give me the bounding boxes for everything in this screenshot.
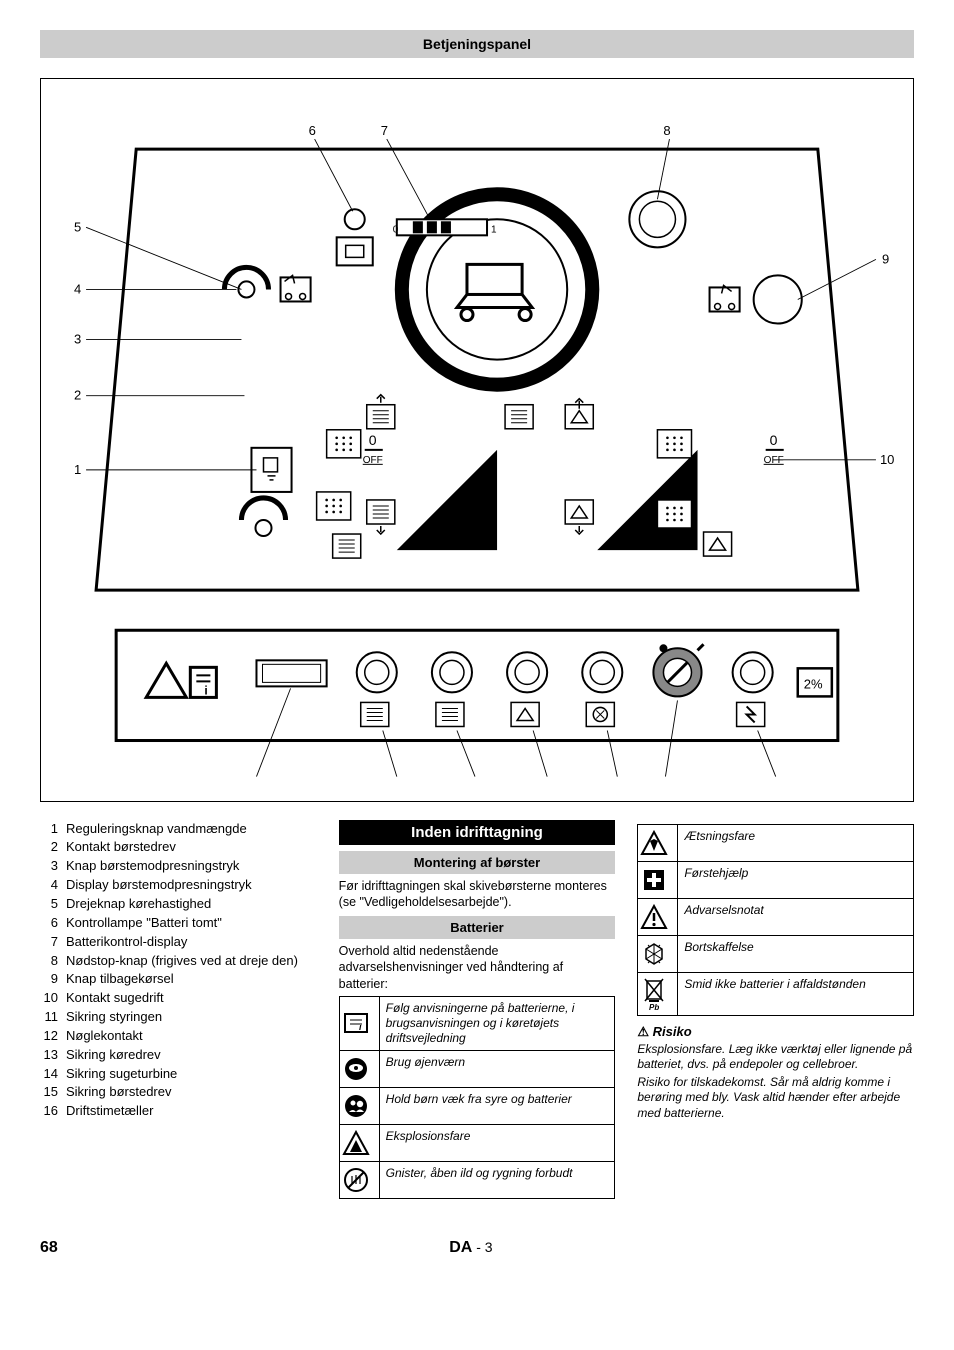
svg-text:14: 14 (467, 779, 481, 781)
legend-item: 8Nødstop-knap (frigives ved at dreje den… (40, 952, 317, 971)
svg-text:Pb: Pb (649, 1003, 659, 1011)
panel-svg: 0 1 (56, 99, 898, 781)
svg-text:8: 8 (663, 123, 670, 138)
legend-item: 9Knap tilbagekørsel (40, 970, 317, 989)
svg-text:12: 12 (609, 779, 623, 781)
legend-item: 15Sikring børstedrev (40, 1083, 317, 1102)
battery-warning-table-2: ÆtsningsfareFørstehjælpAdvarselsnotatBor… (637, 824, 914, 1016)
warning-icon (339, 1050, 379, 1087)
warning-text: Førstehjælp (678, 861, 914, 898)
svg-text:0: 0 (770, 432, 778, 448)
warning-icon (638, 898, 678, 935)
page-title: Betjeningspanel (40, 30, 914, 58)
table-row: Førstehjælp (638, 861, 914, 898)
warning-text: Bortskaffelse (678, 935, 914, 972)
right-column: ÆtsningsfareFørstehjælpAdvarselsnotatBor… (637, 820, 914, 1199)
svg-text:16: 16 (248, 779, 262, 781)
svg-text:15: 15 (389, 779, 403, 781)
footer-lang: DA (449, 1239, 472, 1256)
legend-item: 4Display børstemodpresningstryk (40, 876, 317, 895)
svg-text:OFF: OFF (363, 455, 383, 466)
warning-icon (339, 1087, 379, 1124)
battery-warning-table-1: iFølg anvisningerne på batterierne, i br… (339, 996, 616, 1199)
warning-text: Brug øjenværn (379, 1050, 615, 1087)
table-row: Gnister, åben ild og rygning forbudt (339, 1161, 615, 1198)
warning-icon (638, 824, 678, 861)
legend-column: 1Reguleringsknap vandmængde2Kontakt børs… (40, 820, 317, 1199)
warning-icon (339, 1124, 379, 1161)
legend-item: 11Sikring styringen (40, 1008, 317, 1027)
svg-text:13: 13 (539, 779, 553, 781)
warning-text: Eksplosionsfare (379, 1124, 615, 1161)
table-row: Brug øjenværn (339, 1050, 615, 1087)
risk-heading: Risiko (637, 1024, 914, 1040)
svg-text:7: 7 (381, 123, 388, 138)
warning-text: Smid ikke batterier i affaldstønden (678, 972, 914, 1015)
legend-item: 5Drejeknap kørehastighed (40, 895, 317, 914)
legend-list: 1Reguleringsknap vandmængde2Kontakt børs… (40, 820, 317, 1122)
legend-item: 10Kontakt sugedrift (40, 989, 317, 1008)
table-row: Ætsningsfare (638, 824, 914, 861)
section-heading: Inden idrifttagning (339, 820, 616, 845)
warning-text: Advarselsnotat (678, 898, 914, 935)
control-panel-diagram: 0 1 (40, 78, 914, 802)
legend-item: 6Kontrollampe "Batteri tomt" (40, 914, 317, 933)
warning-icon (638, 935, 678, 972)
svg-text:10: 10 (880, 452, 894, 467)
warning-text: Ætsningsfare (678, 824, 914, 861)
svg-text:11: 11 (768, 779, 782, 781)
legend-item: 16Driftstimetæller (40, 1102, 317, 1121)
svg-text:0: 0 (393, 224, 399, 235)
table-row: Advarselsnotat (638, 898, 914, 935)
table-row: Bortskaffelse (638, 935, 914, 972)
legend-item: 13Sikring køredrev (40, 1046, 317, 1065)
warning-icon (339, 1161, 379, 1198)
svg-text:2%: 2% (804, 676, 823, 691)
warning-icon: i (339, 996, 379, 1050)
svg-text:1: 1 (491, 224, 497, 235)
svg-text:i: i (204, 683, 207, 697)
legend-item: 2Kontakt børstedrev (40, 838, 317, 857)
legend-item: 14Sikring sugeturbine (40, 1065, 317, 1084)
legend-item: 1Reguleringsknap vandmængde (40, 820, 317, 839)
svg-text:0: 0 (369, 432, 377, 448)
svg-text:5: 5 (74, 219, 81, 234)
svg-text:OFF: OFF (764, 455, 784, 466)
svg-text:2: 2 (74, 388, 81, 403)
center-column: Inden idrifttagning Montering af børster… (339, 820, 616, 1199)
legend-item: 7Batterikontrol-display (40, 933, 317, 952)
warning-text: Hold børn væk fra syre og batterier (379, 1087, 615, 1124)
svg-text:4: 4 (74, 281, 81, 296)
warning-text: Følg anvisningerne på batterierne, i bru… (379, 996, 615, 1050)
table-row: Pb Smid ikke batterier i affaldstønden (638, 972, 914, 1015)
svg-text:6: 6 (309, 123, 316, 138)
risk-text-2: Risiko for tilskadekomst. Sår må aldrig … (637, 1075, 914, 1122)
svg-text:3: 3 (74, 332, 81, 347)
page-footer: 68 DA - 3 (40, 1239, 914, 1257)
sub-heading-batteries: Batterier (339, 916, 616, 939)
legend-item: 3Knap børstemodpresningstryk (40, 857, 317, 876)
warning-icon: Pb (638, 972, 678, 1015)
sub-heading-brushes: Montering af børster (339, 851, 616, 874)
risk-text-1: Eksplosionsfare. Læg ikke værktøj eller … (637, 1042, 914, 1073)
footer-num: - 3 (476, 1239, 492, 1255)
table-row: Hold børn væk fra syre og batterier (339, 1087, 615, 1124)
page-number-center: DA - 3 (449, 1239, 492, 1257)
body-batteries: Overhold altid nedenstående advarselshen… (339, 943, 616, 992)
legend-item: 12Nøglekontakt (40, 1027, 317, 1046)
svg-text:1: 1 (74, 462, 81, 477)
warning-text: Gnister, åben ild og rygning forbudt (379, 1161, 615, 1198)
svg-text:9: 9 (882, 251, 889, 266)
body-brushes: Før idrifttagningen skal skivebørsterne … (339, 878, 616, 911)
table-row: Eksplosionsfare (339, 1124, 615, 1161)
page-number-left: 68 (40, 1239, 58, 1257)
table-row: iFølg anvisningerne på batterierne, i br… (339, 996, 615, 1050)
warning-icon (638, 861, 678, 898)
